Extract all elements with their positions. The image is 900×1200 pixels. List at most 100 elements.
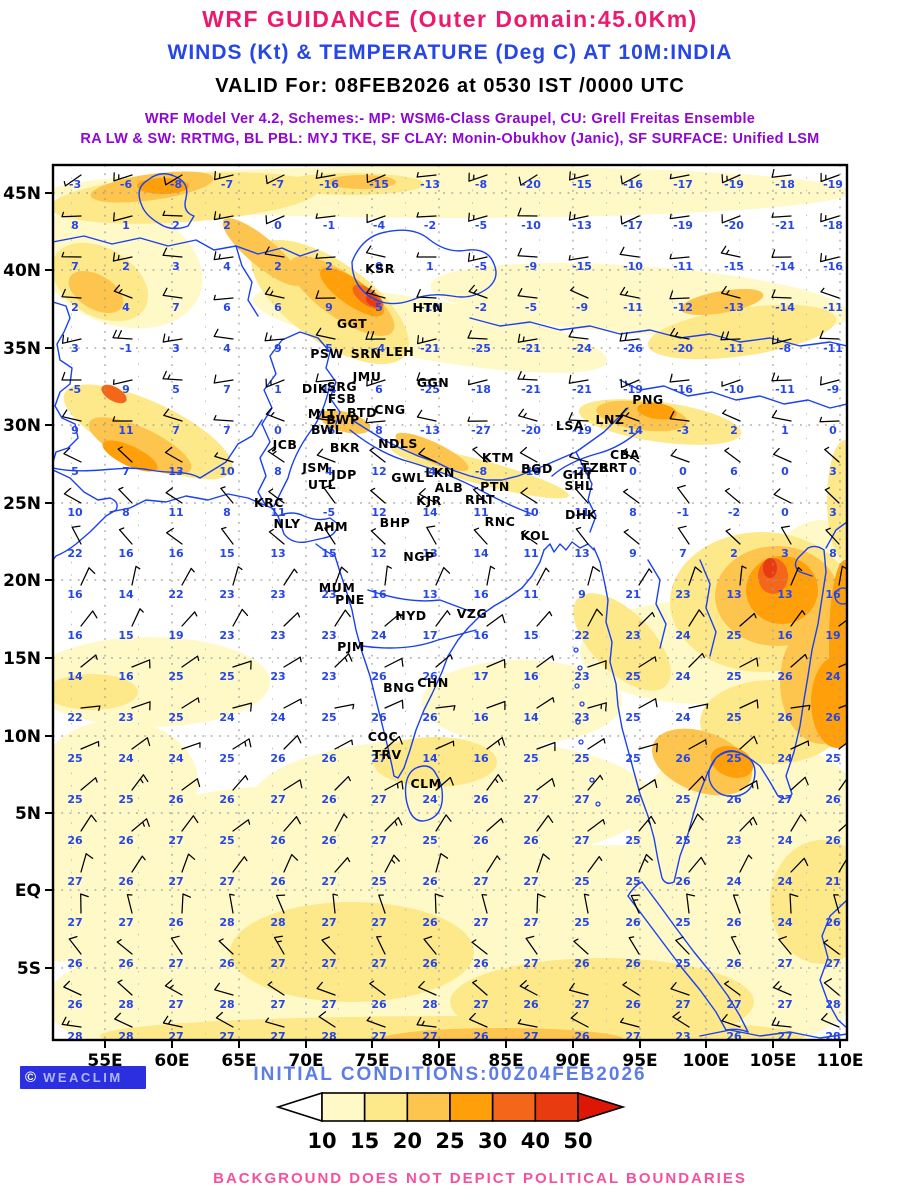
wind-barb <box>771 1017 792 1028</box>
wind-barb <box>61 211 82 218</box>
wind-barb <box>669 373 690 383</box>
temperature-value: 1 <box>274 383 282 396</box>
wind-barb <box>486 700 506 711</box>
temperature-value: -19 <box>823 178 843 191</box>
wind-barb <box>162 247 183 258</box>
colorbar-label: 10 <box>307 1129 336 1153</box>
wind-barb <box>622 488 640 504</box>
temperature-value: 23 <box>726 834 741 847</box>
temperature-value: 26 <box>473 1030 489 1043</box>
wind-barb <box>162 1015 183 1028</box>
temperature-value: 25 <box>726 752 741 765</box>
wind-barb <box>773 488 792 504</box>
wind-barb <box>334 703 355 710</box>
temperature-value: -8 <box>170 178 182 191</box>
wind-barb <box>517 247 538 258</box>
temperature-value: 26 <box>825 916 841 929</box>
temperature-value: -19 <box>724 178 744 191</box>
wind-barb <box>790 566 803 586</box>
wind-barb <box>669 290 690 300</box>
colorbar-label: 25 <box>435 1129 464 1153</box>
temperature-value: 8 <box>274 465 282 478</box>
temperature-value: 23 <box>675 1030 690 1043</box>
wind-barb <box>587 738 606 750</box>
temperature-value: -11 <box>823 301 843 314</box>
wind-barb <box>820 1013 840 1028</box>
wind-barb <box>471 939 488 955</box>
wind-barb <box>366 213 386 224</box>
temperature-value: 25 <box>219 834 234 847</box>
wind-barb <box>378 894 386 914</box>
temperature-value: 27 <box>422 1030 437 1043</box>
temperature-value: 26 <box>825 834 841 847</box>
temperature-value: 17 <box>473 670 488 683</box>
wind-barb <box>265 378 285 388</box>
temperature-value: 23 <box>270 629 285 642</box>
temperature-value: -5 <box>323 506 335 519</box>
temperature-value: -17 <box>673 178 693 191</box>
wind-barb <box>264 286 285 299</box>
temperature-value: 26 <box>168 916 184 929</box>
wind-barb <box>283 779 303 791</box>
wind-barb <box>688 703 709 710</box>
temperature-value: 27 <box>523 1030 538 1043</box>
wind-barb <box>587 774 604 791</box>
temperature-value: -5 <box>475 219 487 232</box>
wind-barb <box>669 410 690 422</box>
wind-barb <box>365 245 386 258</box>
temperature-value: 26 <box>270 875 286 888</box>
wind-barb <box>732 894 741 914</box>
wind-barb <box>116 939 133 955</box>
wind-barb <box>316 981 336 996</box>
wind-barb <box>720 285 741 299</box>
temperature-value: -2 <box>424 219 436 232</box>
wind-barb <box>232 819 251 832</box>
city-label: PJM <box>337 639 365 654</box>
wind-barb <box>721 379 741 387</box>
wind-barb <box>112 416 133 422</box>
temperature-value: 23 <box>118 711 133 724</box>
city-label: PTN <box>480 479 510 494</box>
city-label: GHT <box>563 467 594 482</box>
temperature-value: 26 <box>473 793 489 806</box>
temperature-value: 11 <box>168 506 183 519</box>
temperature-value: -16 <box>623 178 643 191</box>
temperature-value: 23 <box>270 670 285 683</box>
temperature-value: 16 <box>825 588 841 601</box>
temperature-value: 27 <box>473 916 488 929</box>
temperature-value: 0 <box>274 219 282 232</box>
temperature-value: 27 <box>270 793 285 806</box>
wind-barb <box>165 527 183 545</box>
wind-barb <box>334 813 348 832</box>
temperature-value: 5 <box>71 465 79 478</box>
temperature-value: 24 <box>675 670 691 683</box>
city-label: AHM <box>314 519 348 534</box>
temperature-value: 3 <box>781 547 789 560</box>
lat-label: 40N <box>3 261 41 281</box>
temperature-value: 3 <box>172 260 180 273</box>
wind-barb <box>486 817 504 832</box>
wind-barb <box>833 894 840 914</box>
wind-barb <box>739 565 747 586</box>
wind-barb <box>481 893 488 914</box>
temperature-value: 25 <box>675 916 690 929</box>
colorbar-segment <box>321 1092 366 1122</box>
temperature-value: 3 <box>829 506 837 519</box>
temperature-value: 27 <box>168 1030 183 1043</box>
city-label: GGN <box>417 375 449 390</box>
temperature-value: 0 <box>781 465 789 478</box>
wind-barb <box>587 855 603 873</box>
wind-barb <box>468 284 488 299</box>
wind-barb <box>468 212 488 222</box>
wind-barb <box>232 660 252 670</box>
temperature-value: 16 <box>523 670 539 683</box>
lat-label: 15N <box>3 649 41 669</box>
temperature-value: 0 <box>375 260 383 273</box>
wind-barb <box>112 252 133 262</box>
wind-barb <box>334 775 351 791</box>
wind-barb <box>315 253 336 259</box>
wind-barb <box>587 608 603 627</box>
wind-barb <box>670 448 690 463</box>
wind-barb <box>721 1013 741 1028</box>
wind-barb <box>71 525 82 545</box>
